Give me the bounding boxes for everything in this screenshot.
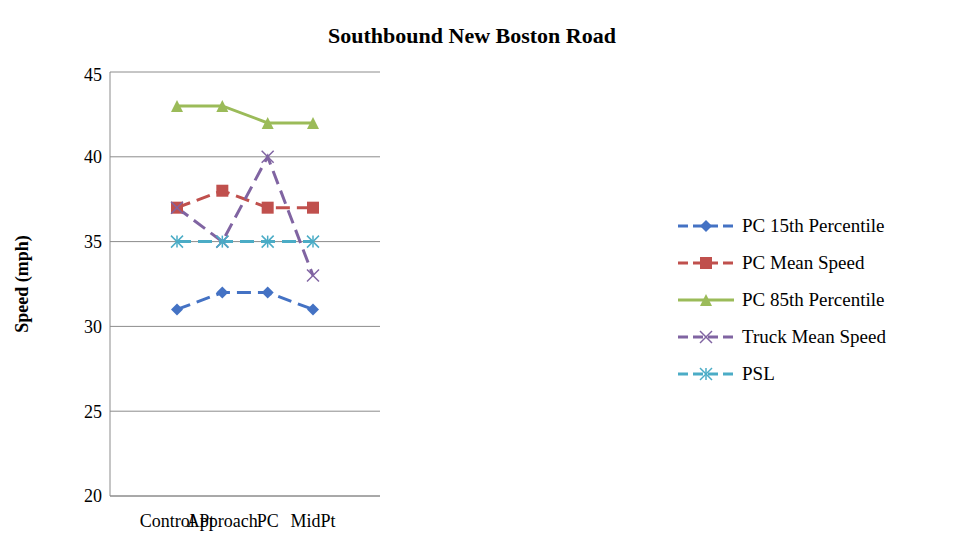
html-text:PC 15th Percentile: PC 15th Percentile [742, 215, 885, 236]
svg-text:Speed (mph): Speed (mph) [12, 235, 33, 333]
svg-text:35: 35 [84, 232, 102, 252]
html-text:PC Mean Speed: PC Mean Speed [742, 252, 865, 273]
svg-text:30: 30 [84, 317, 102, 337]
html-text:PC 85th Percentile: PC 85th Percentile [742, 289, 885, 310]
html-text:PSL: PSL [742, 363, 775, 384]
svg-text:40: 40 [84, 147, 102, 167]
svg-text:MidPt: MidPt [290, 511, 335, 531]
html-text:Truck Mean Speed: Truck Mean Speed [742, 326, 886, 347]
svg-text:25: 25 [84, 402, 102, 422]
svg-text:45: 45 [84, 65, 102, 85]
svg-text:Approach: Approach [187, 511, 258, 531]
svg-text:Control Pt: Control Pt [139, 510, 215, 531]
svg-text:PC: PC [257, 511, 279, 531]
html-text:Southbound New Boston Road: Southbound New Boston Road [328, 23, 616, 48]
svg-text:20: 20 [84, 486, 102, 506]
